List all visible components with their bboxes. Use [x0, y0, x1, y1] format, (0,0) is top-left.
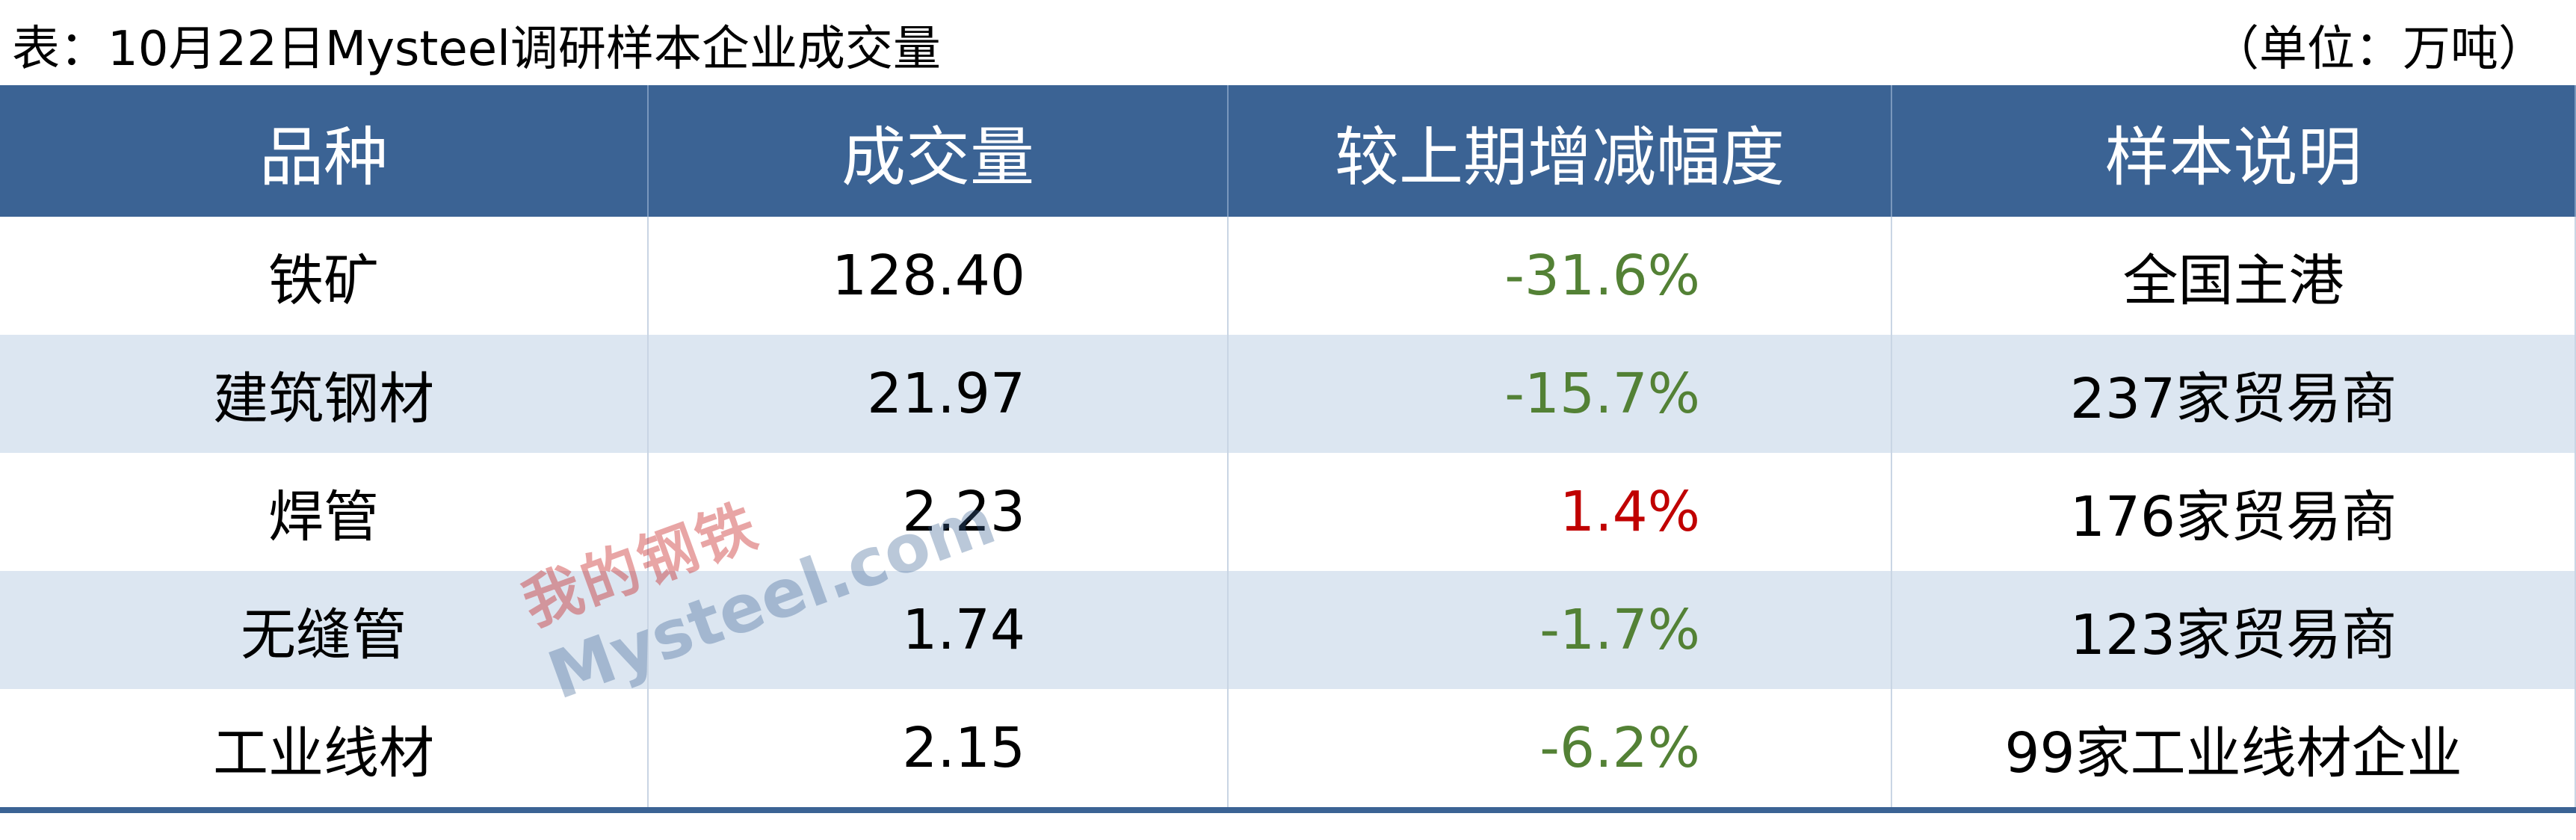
sample-cell: 123家贸易商: [1892, 571, 2576, 689]
variety-cell: 建筑钢材: [0, 335, 649, 453]
column-header: 较上期增减幅度: [1229, 85, 1892, 217]
unit-label: （单位：万吨）: [2211, 22, 2546, 77]
change-cell: -1.7%: [1229, 571, 1892, 689]
column-header: 样本说明: [1892, 85, 2576, 217]
bottom-rule: [0, 807, 2576, 813]
column-header: 品种: [0, 85, 649, 217]
volume-cell: 21.97: [649, 335, 1229, 453]
variety-cell: 铁矿: [0, 217, 649, 335]
sample-cell: 237家贸易商: [1892, 335, 2576, 453]
table-title: 表：10月22日Mysteel调研样本企业成交量: [12, 22, 941, 77]
volume-cell: 2.15: [649, 689, 1229, 807]
column-header: 成交量: [649, 85, 1229, 217]
sample-cell: 99家工业线材企业: [1892, 689, 2576, 807]
variety-cell: 无缝管: [0, 571, 649, 689]
volume-cell: 1.74: [649, 571, 1229, 689]
volume-cell: 2.23: [649, 453, 1229, 571]
change-cell: -15.7%: [1229, 335, 1892, 453]
change-cell: 1.4%: [1229, 453, 1892, 571]
sample-cell: 全国主港: [1892, 217, 2576, 335]
volume-cell: 128.40: [649, 217, 1229, 335]
variety-cell: 焊管: [0, 453, 649, 571]
variety-cell: 工业线材: [0, 689, 649, 807]
sample-cell: 176家贸易商: [1892, 453, 2576, 571]
change-cell: -6.2%: [1229, 689, 1892, 807]
change-cell: -31.6%: [1229, 217, 1892, 335]
